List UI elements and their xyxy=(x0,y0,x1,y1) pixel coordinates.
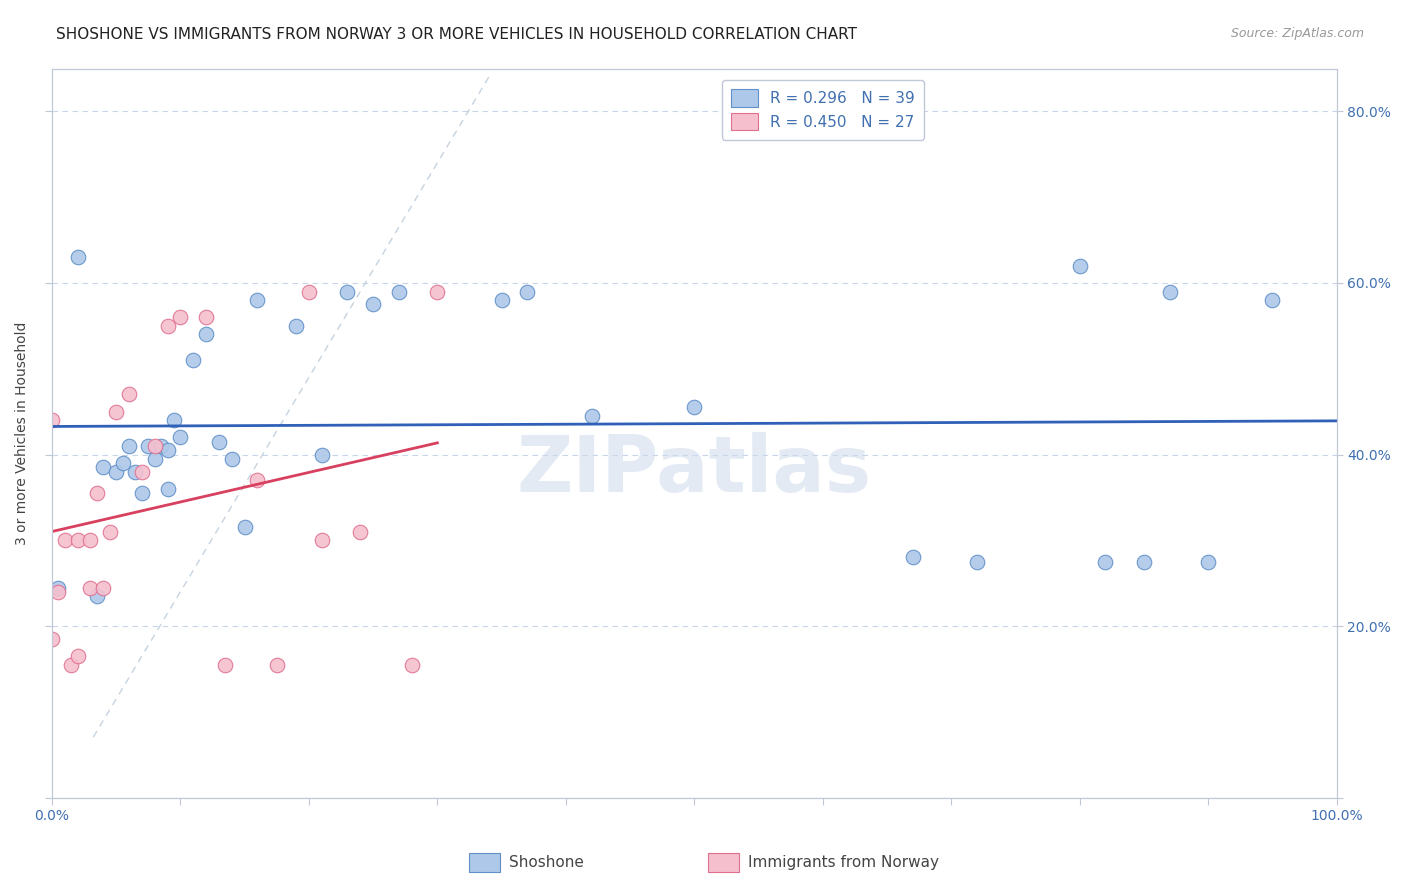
Point xyxy=(169,430,191,444)
Point xyxy=(124,465,146,479)
Point xyxy=(208,434,231,449)
Point xyxy=(169,310,191,325)
Point xyxy=(426,285,449,299)
Point xyxy=(136,439,159,453)
Point xyxy=(221,451,243,466)
Point xyxy=(388,285,411,299)
Point xyxy=(150,439,173,453)
Text: ZIPatlas: ZIPatlas xyxy=(517,432,872,508)
Point xyxy=(143,451,166,466)
Point xyxy=(1094,555,1116,569)
Point xyxy=(901,550,924,565)
Point xyxy=(1197,555,1219,569)
Point xyxy=(98,524,121,539)
Point xyxy=(266,657,288,672)
Point xyxy=(361,297,384,311)
Point xyxy=(195,327,218,342)
Point xyxy=(105,404,128,418)
Point xyxy=(1133,555,1156,569)
Point xyxy=(214,657,236,672)
Point xyxy=(1159,285,1181,299)
Point xyxy=(91,581,114,595)
Text: Immigrants from Norway: Immigrants from Norway xyxy=(748,855,939,870)
Point xyxy=(118,387,141,401)
Text: Source: ZipAtlas.com: Source: ZipAtlas.com xyxy=(1230,27,1364,40)
Point xyxy=(246,293,269,307)
Point xyxy=(143,439,166,453)
Point xyxy=(491,293,513,307)
Point xyxy=(156,443,179,458)
Point xyxy=(66,250,89,264)
Point xyxy=(86,589,108,603)
Point xyxy=(46,581,69,595)
Point xyxy=(246,473,269,487)
Point xyxy=(91,460,114,475)
Point xyxy=(336,285,359,299)
Point xyxy=(401,657,423,672)
Point xyxy=(156,318,179,333)
Point xyxy=(46,584,69,599)
Point xyxy=(1069,259,1091,273)
Text: SHOSHONE VS IMMIGRANTS FROM NORWAY 3 OR MORE VEHICLES IN HOUSEHOLD CORRELATION C: SHOSHONE VS IMMIGRANTS FROM NORWAY 3 OR … xyxy=(56,27,858,42)
Point xyxy=(66,533,89,548)
Point xyxy=(79,581,101,595)
Point xyxy=(181,353,204,368)
Text: Shoshone: Shoshone xyxy=(509,855,583,870)
Point xyxy=(516,285,538,299)
Point xyxy=(66,649,89,664)
Point xyxy=(163,413,186,427)
Point xyxy=(285,318,308,333)
Point xyxy=(118,439,141,453)
Point xyxy=(41,632,63,646)
Point xyxy=(233,520,256,534)
Point xyxy=(131,486,153,500)
Point xyxy=(86,486,108,500)
Legend: R = 0.296   N = 39, R = 0.450   N = 27: R = 0.296 N = 39, R = 0.450 N = 27 xyxy=(721,79,924,139)
Point xyxy=(683,401,706,415)
Point xyxy=(298,285,321,299)
Point xyxy=(41,413,63,427)
Point xyxy=(79,533,101,548)
Point xyxy=(105,465,128,479)
Point xyxy=(60,657,83,672)
Y-axis label: 3 or more Vehicles in Household: 3 or more Vehicles in Household xyxy=(15,321,30,545)
Point xyxy=(311,533,333,548)
Point xyxy=(1261,293,1284,307)
Point xyxy=(131,465,153,479)
Point xyxy=(311,448,333,462)
Point xyxy=(349,524,371,539)
Point xyxy=(111,456,134,470)
Point xyxy=(156,482,179,496)
Point xyxy=(581,409,603,423)
Point xyxy=(966,555,988,569)
Point xyxy=(53,533,76,548)
Point xyxy=(195,310,218,325)
